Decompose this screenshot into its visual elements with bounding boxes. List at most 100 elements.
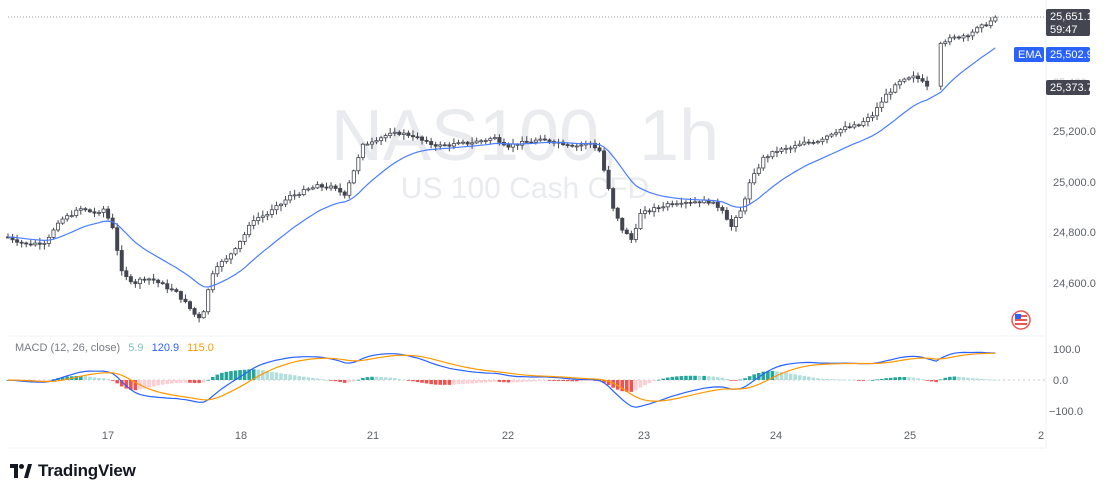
macd-hist-bar bbox=[925, 380, 929, 381]
candle-up bbox=[711, 201, 716, 204]
candle-up bbox=[533, 139, 538, 143]
candle-up bbox=[911, 75, 916, 79]
candle-up bbox=[961, 35, 966, 39]
candle-down bbox=[497, 137, 502, 143]
macd-legend: MACD (12, 26, close) 5.9 120.9 115.0 bbox=[15, 342, 214, 354]
candle-up bbox=[788, 147, 793, 150]
macd-hist-bar bbox=[838, 379, 843, 381]
macd-hist-bar bbox=[388, 377, 392, 380]
macd-hist-bar bbox=[829, 379, 834, 381]
macd-hist-bar bbox=[483, 380, 488, 383]
macd-hist-bar bbox=[979, 378, 984, 380]
macd-hist-bar bbox=[201, 380, 206, 383]
candle-up bbox=[460, 141, 465, 144]
macd-hist-bar bbox=[415, 380, 420, 383]
candle-down bbox=[447, 144, 452, 147]
candle-down bbox=[119, 250, 124, 272]
time-label-18: 18 bbox=[235, 430, 247, 442]
candle-up bbox=[247, 224, 252, 236]
macd-hist-bar bbox=[574, 380, 579, 382]
candle-down bbox=[956, 36, 961, 39]
macd-hist-bar bbox=[752, 374, 756, 380]
candle-up bbox=[825, 135, 830, 140]
tradingview-logo[interactable]: TradingView bbox=[10, 460, 136, 482]
candle-down bbox=[187, 301, 192, 309]
macd-hist-bar bbox=[734, 380, 738, 381]
candle-down bbox=[524, 140, 529, 143]
candle-up bbox=[865, 117, 870, 122]
macd-hist-bar bbox=[38, 380, 42, 381]
macd-hist-bar bbox=[679, 376, 684, 380]
macd-hist-bar bbox=[820, 378, 825, 380]
macd-hist-bar bbox=[811, 377, 816, 380]
macd-hist-bar bbox=[766, 371, 770, 380]
macd-hist-bar bbox=[693, 375, 697, 380]
macd-hist-bar bbox=[779, 371, 784, 380]
candle-up bbox=[820, 138, 825, 142]
candle-down bbox=[720, 207, 725, 211]
us-flag-icon[interactable] bbox=[1011, 310, 1031, 330]
macd-hist-bar bbox=[229, 371, 233, 380]
candle-up bbox=[283, 199, 288, 205]
candle-up bbox=[633, 228, 638, 240]
candle-down bbox=[142, 278, 147, 281]
macd-hist-bar bbox=[288, 374, 292, 380]
candle-down bbox=[624, 229, 629, 235]
macd-hist-bar bbox=[315, 378, 320, 380]
candle-up bbox=[360, 143, 365, 158]
candle-up bbox=[265, 214, 270, 217]
macd-hist-bar bbox=[242, 369, 247, 380]
last-price-value: 25,651.1 bbox=[1050, 11, 1093, 23]
candle-up bbox=[451, 143, 456, 147]
candle-down bbox=[602, 150, 607, 171]
candle-up bbox=[233, 248, 238, 255]
macd-hist-bar bbox=[861, 380, 866, 381]
candle-up bbox=[33, 242, 38, 246]
macd-hist-bar bbox=[916, 378, 920, 380]
macd-hist-bar bbox=[156, 380, 160, 386]
candle-up bbox=[401, 132, 406, 135]
candle-up bbox=[206, 289, 211, 313]
macd-hist-bar bbox=[675, 376, 679, 380]
macd-hist-bar bbox=[465, 380, 470, 384]
prev-value-tag-bg bbox=[1046, 80, 1090, 95]
macd-hist-bar bbox=[447, 380, 452, 385]
macd-hist-bar bbox=[392, 378, 397, 380]
candle-up bbox=[288, 195, 293, 201]
macd-hist-bar bbox=[711, 376, 716, 380]
macd-hist-bar bbox=[661, 378, 665, 380]
candle-up bbox=[679, 202, 684, 205]
macd-hist-bar bbox=[192, 380, 197, 384]
macd-hist-bar bbox=[784, 372, 788, 380]
macd-hist-bar bbox=[920, 379, 925, 381]
candle-down bbox=[984, 24, 989, 27]
candle-up bbox=[834, 132, 839, 135]
candle-down bbox=[688, 201, 693, 204]
candle-up bbox=[970, 31, 975, 37]
macd-hist-bar bbox=[620, 380, 625, 392]
candle-down bbox=[615, 207, 620, 219]
macd-hist-bar bbox=[961, 377, 966, 380]
macd-hist-bar bbox=[133, 380, 138, 391]
candle-down bbox=[597, 147, 602, 152]
macd-hist-bar bbox=[588, 380, 593, 381]
candle-down bbox=[966, 35, 971, 38]
macd-hist-bar bbox=[984, 379, 989, 381]
candle-down bbox=[506, 144, 511, 148]
prev-value-text: 25,373.7 bbox=[1050, 82, 1093, 94]
macd-hist-bar bbox=[333, 380, 338, 382]
candle-up bbox=[906, 77, 911, 80]
macd-hist-bar bbox=[629, 380, 634, 392]
candle-down bbox=[124, 270, 129, 278]
candle-down bbox=[192, 308, 197, 315]
candle-up bbox=[438, 144, 443, 147]
macd-hist-bar bbox=[793, 374, 797, 380]
macd-hist-bar bbox=[615, 380, 620, 390]
macd-hist-bar bbox=[506, 380, 511, 383]
candle-up bbox=[297, 194, 302, 196]
candle-down bbox=[547, 139, 552, 142]
candle-up bbox=[861, 121, 866, 126]
candle-up bbox=[392, 131, 397, 134]
macd-hist-bar bbox=[79, 375, 83, 380]
